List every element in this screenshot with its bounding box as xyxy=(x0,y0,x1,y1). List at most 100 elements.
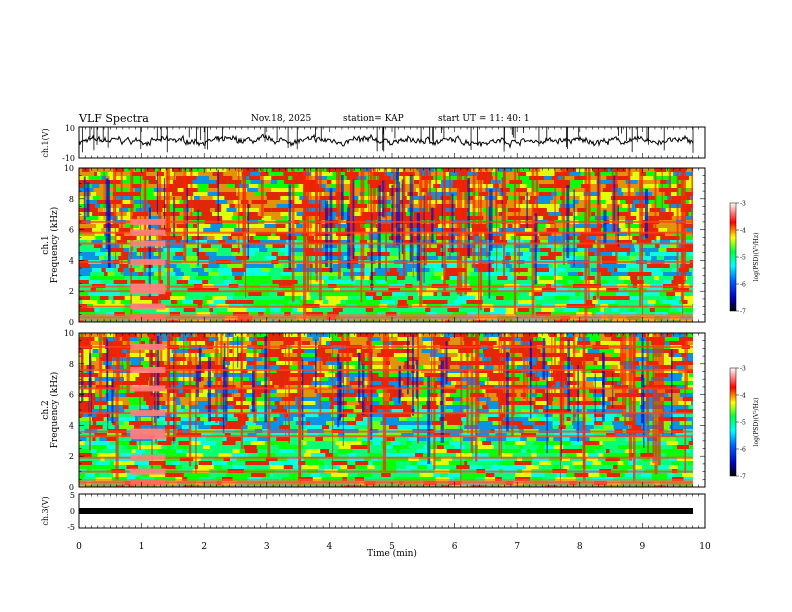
sg-cell xyxy=(574,337,578,341)
sg-cell xyxy=(588,200,598,204)
sg-cell xyxy=(341,200,350,204)
sg-cell xyxy=(444,413,452,417)
sg-cell xyxy=(634,244,641,248)
sg-cell xyxy=(199,353,205,357)
sg-tx-block xyxy=(130,283,166,290)
chart-title: VLF Spectra xyxy=(79,112,149,125)
sg-cell xyxy=(554,280,558,284)
sg-cell xyxy=(678,349,693,353)
sg-cell xyxy=(308,204,320,208)
sg-cell xyxy=(438,365,451,369)
sg-cell xyxy=(612,296,630,300)
sg-cell xyxy=(122,308,135,312)
sg-cell xyxy=(95,393,101,397)
sg-cell xyxy=(557,280,568,284)
sg-cell xyxy=(134,188,142,192)
sg-cell xyxy=(408,457,420,461)
sg-streak xyxy=(495,168,498,217)
sg-cell xyxy=(460,473,477,477)
sg-cell xyxy=(417,461,433,465)
sg-cell xyxy=(598,268,604,272)
sg-cell xyxy=(189,276,197,280)
sg-cell xyxy=(326,361,343,365)
sg-cell xyxy=(539,276,554,280)
sg-cell xyxy=(588,413,595,417)
sg-cell xyxy=(671,453,685,457)
sg-cell xyxy=(328,357,346,361)
ch1-spectrogram-image xyxy=(79,168,693,322)
sg-cell xyxy=(231,248,240,252)
sg-cell xyxy=(565,168,576,172)
sg-cell xyxy=(585,268,591,272)
sg-cell xyxy=(471,308,485,312)
sg-cell xyxy=(601,288,607,292)
sg-cell xyxy=(164,272,176,276)
sg-cell xyxy=(599,365,611,369)
sg-cell xyxy=(185,244,202,248)
sg-cell xyxy=(512,168,530,172)
sg-cell xyxy=(190,421,205,425)
sg-cell xyxy=(681,425,693,429)
sg-cell xyxy=(246,228,262,232)
sg-streak xyxy=(329,188,333,273)
sg-cell xyxy=(532,361,537,365)
sg-cell xyxy=(134,308,149,312)
sg-cell xyxy=(287,445,305,449)
sg-cell xyxy=(206,168,223,172)
sg-cell xyxy=(141,188,154,192)
sg-cell xyxy=(171,441,179,445)
sg-cell xyxy=(618,276,626,280)
sg-cell xyxy=(149,268,164,272)
sg-streak xyxy=(217,169,219,224)
sg-cell xyxy=(347,413,357,417)
sg-cell xyxy=(382,292,393,296)
sg-streak xyxy=(373,168,376,227)
sg-cell xyxy=(368,449,383,453)
sg-cell xyxy=(460,228,467,232)
sg-cell xyxy=(418,365,424,369)
sg-cell xyxy=(358,256,362,260)
sg-cell xyxy=(613,425,629,429)
sg-cell xyxy=(531,381,548,385)
sg-cell xyxy=(345,196,349,200)
sg-cell xyxy=(79,292,89,296)
sg-cell xyxy=(188,280,203,284)
sg-cell xyxy=(102,337,108,341)
sg-cell xyxy=(650,196,656,200)
sg-cell xyxy=(358,357,365,361)
sg-cell xyxy=(457,296,471,300)
sg-cell xyxy=(302,441,307,445)
sg-cell xyxy=(571,441,584,445)
sg-cell xyxy=(328,276,335,280)
sg-cell xyxy=(179,457,194,461)
sg-cell xyxy=(191,296,200,300)
sg-cell xyxy=(659,292,667,296)
sg-cell xyxy=(570,457,587,461)
sg-cell xyxy=(127,473,137,477)
sg-cell xyxy=(430,353,445,357)
sg-cell xyxy=(329,409,335,413)
sg-cell xyxy=(450,433,460,437)
sg-cell xyxy=(82,300,98,304)
sg-cell xyxy=(112,421,116,425)
sg-cell xyxy=(310,296,326,300)
sg-cell xyxy=(151,337,158,341)
sg-streak xyxy=(197,209,199,266)
sg-cell xyxy=(689,256,693,260)
sg-cell xyxy=(576,168,593,172)
sg-cell xyxy=(555,168,566,172)
sg-cell xyxy=(259,248,268,252)
sg-cell xyxy=(119,208,129,212)
sg-cell xyxy=(105,300,112,304)
sg-cell xyxy=(328,377,335,381)
sg-cell xyxy=(384,244,399,248)
sg-cell xyxy=(549,437,554,441)
sg-cell xyxy=(565,453,577,457)
sg-cell xyxy=(128,264,141,268)
sg-cell xyxy=(457,176,469,180)
sg-cell xyxy=(620,196,628,200)
sg-cell xyxy=(509,268,514,272)
sg-cell xyxy=(253,389,271,393)
sg-cell xyxy=(303,292,310,296)
sg-cell xyxy=(677,184,682,188)
